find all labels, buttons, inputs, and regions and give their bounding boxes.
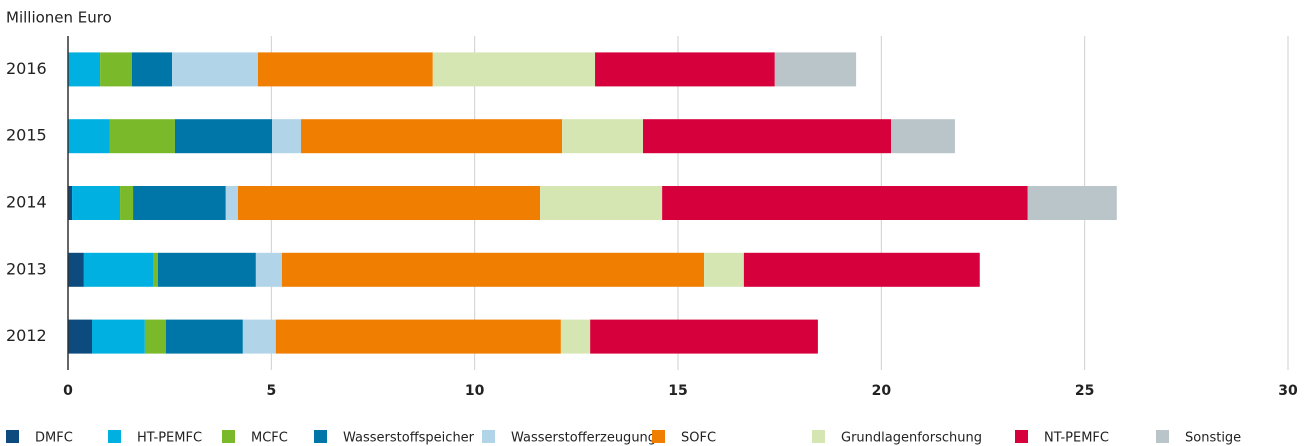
x-tick-label: 0 xyxy=(63,383,73,399)
bar-segment xyxy=(237,186,541,220)
x-tick-label: 15 xyxy=(668,383,687,399)
bar-segment xyxy=(120,186,134,220)
legend-swatch xyxy=(6,430,19,443)
bar-segment xyxy=(166,319,243,354)
legend-label: Wasserstoffspeicher xyxy=(343,431,475,446)
bar-segment xyxy=(68,186,73,220)
bar-segment xyxy=(68,319,92,354)
bar-segment xyxy=(157,252,256,287)
x-tick-label: 10 xyxy=(465,383,485,399)
bar-segment xyxy=(109,119,175,154)
bar-segment xyxy=(133,186,226,220)
legend-label: DMFC xyxy=(35,431,73,446)
axis-unit: Millionen Euro xyxy=(6,9,112,27)
x-tick-label: 30 xyxy=(1278,383,1298,399)
legend-swatch xyxy=(222,430,235,443)
bar-segment xyxy=(68,252,84,287)
legend-swatch xyxy=(812,430,825,443)
legend-label: HT-PEMFC xyxy=(137,431,202,446)
bar-segment xyxy=(562,119,644,154)
y-tick-label: 2012 xyxy=(6,326,47,345)
bar-segment xyxy=(242,319,276,354)
legend-swatch xyxy=(652,430,665,443)
bar-segment xyxy=(301,119,563,154)
bar-segment xyxy=(595,52,775,87)
bar-segment xyxy=(257,52,433,87)
bar-segment xyxy=(100,52,132,87)
y-tick-label: 2014 xyxy=(6,193,47,212)
bar-segment xyxy=(172,52,258,87)
bar-segment xyxy=(131,52,173,87)
legend-label: Wasserstofferzeugung xyxy=(511,431,656,446)
legend-label: Sonstige xyxy=(1185,431,1241,446)
bar-segment xyxy=(144,319,167,354)
legend-swatch xyxy=(482,430,495,443)
y-tick-label: 2015 xyxy=(6,126,47,145)
legend-swatch xyxy=(1156,430,1169,443)
bar-segment xyxy=(743,252,980,287)
y-tick-label: 2013 xyxy=(6,259,47,278)
legend-swatch xyxy=(314,430,327,443)
bar-segment xyxy=(560,319,591,354)
bar-segment xyxy=(432,52,596,87)
bar-segment xyxy=(774,52,857,87)
bar-segment xyxy=(255,252,282,287)
bar-segment xyxy=(152,252,158,287)
bar-segment xyxy=(540,186,663,220)
bar-segment xyxy=(281,252,705,287)
legend-label: Grundlagenforschung xyxy=(841,431,982,446)
x-tick-label: 20 xyxy=(872,383,892,399)
bar-segment xyxy=(83,252,153,287)
bar-segment xyxy=(1027,186,1117,220)
legend-swatch xyxy=(1015,430,1028,443)
legend-label: MCFC xyxy=(251,431,288,446)
x-tick-label: 5 xyxy=(266,383,276,399)
bar-segment xyxy=(590,319,818,354)
legend-label: SOFC xyxy=(681,431,716,446)
bar-segment xyxy=(662,186,1028,220)
bar-segment xyxy=(68,119,110,154)
y-tick-label: 2016 xyxy=(6,59,47,78)
bar-segment xyxy=(91,319,145,354)
bar-segment xyxy=(272,119,302,154)
legend-swatch xyxy=(108,430,121,443)
bar-segment xyxy=(891,119,955,154)
bar-segment xyxy=(68,52,101,87)
bar-segment xyxy=(643,119,892,154)
bar-segment xyxy=(275,319,561,354)
legend-label: NT-PEMFC xyxy=(1044,431,1109,446)
bar-segment xyxy=(225,186,238,220)
bar-segment xyxy=(72,186,121,220)
bar-segment xyxy=(704,252,744,287)
bar-segment xyxy=(174,119,273,154)
x-tick-label: 25 xyxy=(1075,383,1094,399)
